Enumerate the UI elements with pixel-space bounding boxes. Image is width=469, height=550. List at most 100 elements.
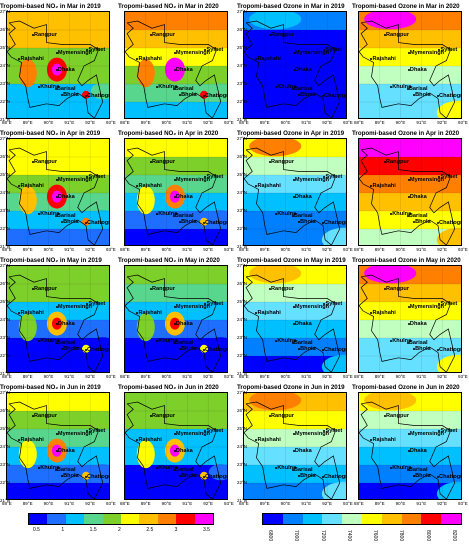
city-marker xyxy=(413,93,416,96)
city-label: Dhaka xyxy=(409,66,427,73)
city-marker xyxy=(438,175,441,178)
city-marker xyxy=(407,51,410,54)
city-marker xyxy=(275,466,278,469)
city-label: Sylhet xyxy=(206,427,224,434)
city-marker xyxy=(292,432,295,435)
city-label: Rangpur xyxy=(34,285,57,292)
city-label: Mymensingh xyxy=(57,176,93,183)
city-label: Khulna xyxy=(158,337,178,344)
city-marker xyxy=(85,475,88,478)
city-label: Rajshahi xyxy=(372,310,396,317)
panel-title: Tropomi-based Ozone in Mar in 2020 xyxy=(352,3,460,10)
map-area: Rangpur Mymensingh Rajshahi Sylhet Dhaka Khul… xyxy=(358,138,462,246)
city-label: Chattogram xyxy=(205,473,227,480)
city-label: Rangpur xyxy=(152,31,175,38)
panel-title: Tropomi-based NO₂ in Mar in 2019 xyxy=(0,3,101,10)
map-area: Rangpur Mymensingh Rajshahi Sylhet Dhaka Khul… xyxy=(358,11,462,119)
city-marker xyxy=(86,302,89,305)
city-label: Bhola xyxy=(300,345,316,352)
lat-tick-label: 24°N xyxy=(237,190,248,195)
lon-tick-label: 89°E xyxy=(140,120,151,125)
lon-tick-label: 93°E xyxy=(458,120,468,125)
city-label: Bhola xyxy=(63,218,79,225)
lon-tick-label: 89°E xyxy=(22,374,33,379)
city-label: Khulna xyxy=(158,210,178,217)
lat-tick-label: 27°N xyxy=(237,390,248,395)
city-label: Sylhet xyxy=(325,427,343,434)
city-marker xyxy=(413,347,416,350)
city-marker xyxy=(269,287,271,290)
lon-tick-label: 92°E xyxy=(437,120,447,125)
lon-tick-label: 91°E xyxy=(301,374,312,379)
panel-title: Tropomi-based NO₂ in Jun in 2020 xyxy=(118,384,219,391)
city-label: Barisal xyxy=(56,467,76,474)
lat-tick-label: 25°N xyxy=(237,299,248,304)
city-marker xyxy=(32,287,34,290)
lon-tick-label: 92°E xyxy=(203,120,213,125)
lon-tick-label: 90°E xyxy=(395,247,406,252)
city-label: Dhaka xyxy=(175,193,193,200)
city-marker xyxy=(61,347,64,350)
lon-tick-label: 89°E xyxy=(140,501,151,506)
lon-tick-label: 92°E xyxy=(203,501,213,506)
lat-tick-label: 21°N xyxy=(237,498,248,503)
lat-tick-label: 26°N xyxy=(0,281,11,286)
city-label: Bhola xyxy=(415,91,431,98)
lat-tick-label: 21°N xyxy=(237,371,248,376)
city-marker xyxy=(370,185,373,188)
city-marker xyxy=(172,342,175,345)
city-marker xyxy=(275,339,278,342)
city-label: Chattogram xyxy=(324,219,346,226)
city-label: Khulna xyxy=(40,337,60,344)
city-label: Khulna xyxy=(392,464,412,471)
city-marker xyxy=(54,342,57,345)
city-marker xyxy=(203,475,206,478)
map-area: Rangpur Mymensingh Rajshahi Sylhet Dhaka Khul… xyxy=(358,392,462,500)
city-label: Chattogram xyxy=(439,219,461,226)
lon-tick-label: 90°E xyxy=(43,374,54,379)
city-label: Sylhet xyxy=(88,427,106,434)
colorbar-segment xyxy=(121,514,140,524)
city-label: Rangpur xyxy=(34,412,57,419)
map-panel: Tropomi-based NO₂ in Jun in 2019 Rangpur M… xyxy=(0,383,116,506)
city-label: Barisal xyxy=(408,86,428,93)
lat-tick-label: 27°N xyxy=(237,136,248,141)
city-marker xyxy=(179,220,182,223)
panel-title: Tropomi-based NO₂ in Apr in 2020 xyxy=(118,130,219,137)
lon-tick-label: 91°E xyxy=(301,501,312,506)
city-marker xyxy=(322,221,325,224)
lon-tick-label: 92°E xyxy=(85,374,95,379)
lon-tick-label: 91°E xyxy=(301,120,312,125)
city-marker xyxy=(407,178,410,181)
city-label: Khulna xyxy=(277,464,297,471)
city-marker xyxy=(204,48,207,51)
city-label: Barisal xyxy=(56,213,76,220)
city-marker xyxy=(38,339,41,342)
city-marker xyxy=(292,195,295,198)
city-label: Chattogram xyxy=(87,92,109,99)
lat-tick-label: 22°N xyxy=(0,99,11,104)
city-label: Mymensingh xyxy=(409,49,445,56)
lon-tick-label: 90°E xyxy=(395,120,406,125)
city-marker xyxy=(275,212,278,215)
city-label: Mymensingh xyxy=(57,49,93,56)
city-label: Rangpur xyxy=(386,158,409,165)
city-label: Rangpur xyxy=(152,158,175,165)
lon-tick-label: 92°E xyxy=(322,120,332,125)
city-marker xyxy=(413,220,416,223)
city-marker xyxy=(269,33,271,36)
city-label: Rajshahi xyxy=(20,437,44,444)
lon-tick-label: 93°E xyxy=(343,501,353,506)
city-label: Sylhet xyxy=(440,300,458,307)
lat-tick-label: 24°N xyxy=(0,444,11,449)
lon-tick-label: 89°E xyxy=(22,120,33,125)
lat-tick-label: 23°N xyxy=(237,335,248,340)
city-marker xyxy=(150,33,152,36)
lat-tick-label: 22°N xyxy=(237,353,248,358)
city-label: Sylhet xyxy=(206,46,224,53)
city-marker xyxy=(406,469,409,472)
city-label: Rajshahi xyxy=(257,56,281,63)
lon-tick-label: 92°E xyxy=(322,247,332,252)
colorbar-segment xyxy=(157,514,177,524)
map-panel: Tropomi-based NO₂ in May in 2019 Rangpur M… xyxy=(0,256,116,379)
